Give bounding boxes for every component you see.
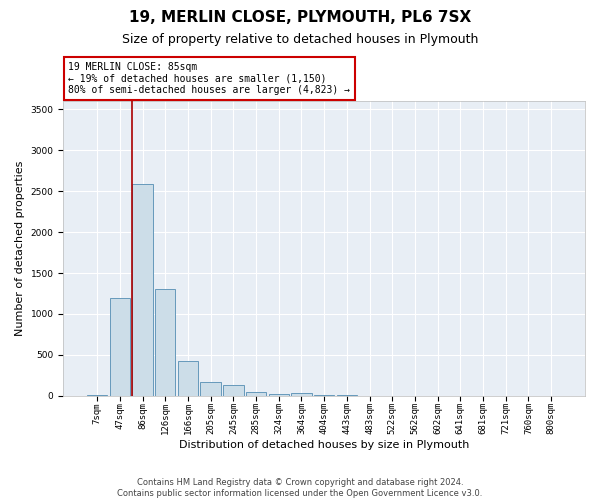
X-axis label: Distribution of detached houses by size in Plymouth: Distribution of detached houses by size …	[179, 440, 469, 450]
Y-axis label: Number of detached properties: Number of detached properties	[15, 160, 25, 336]
Bar	[110, 298, 130, 396]
Bar	[246, 392, 266, 396]
Bar	[223, 386, 244, 396]
Bar	[291, 394, 311, 396]
Bar	[133, 184, 153, 396]
Bar	[200, 382, 221, 396]
Text: 19 MERLIN CLOSE: 85sqm
← 19% of detached houses are smaller (1,150)
80% of semi-: 19 MERLIN CLOSE: 85sqm ← 19% of detached…	[68, 62, 350, 95]
Bar	[178, 360, 198, 396]
Bar	[269, 394, 289, 396]
Text: Contains HM Land Registry data © Crown copyright and database right 2024.
Contai: Contains HM Land Registry data © Crown c…	[118, 478, 482, 498]
Text: 19, MERLIN CLOSE, PLYMOUTH, PL6 7SX: 19, MERLIN CLOSE, PLYMOUTH, PL6 7SX	[129, 10, 471, 25]
Text: Size of property relative to detached houses in Plymouth: Size of property relative to detached ho…	[122, 32, 478, 46]
Bar	[155, 290, 175, 396]
